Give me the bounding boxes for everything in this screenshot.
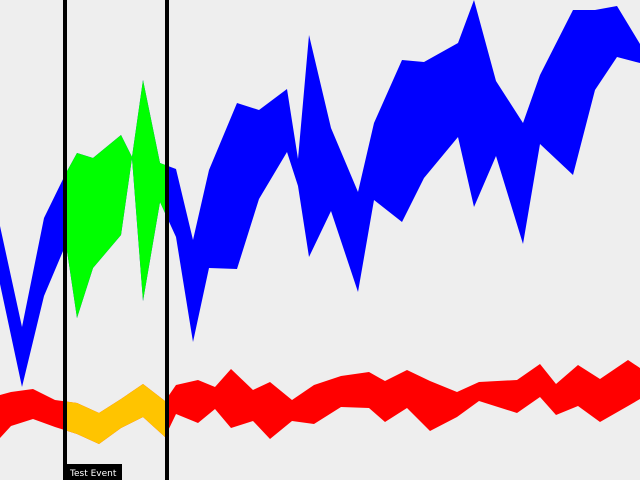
series-band-1-event-highlight [65,80,167,318]
series-band-1 [0,0,640,387]
event-label: Test Event [69,469,117,479]
series-band-2-event-highlight [65,384,167,444]
event-label-background [66,464,122,480]
